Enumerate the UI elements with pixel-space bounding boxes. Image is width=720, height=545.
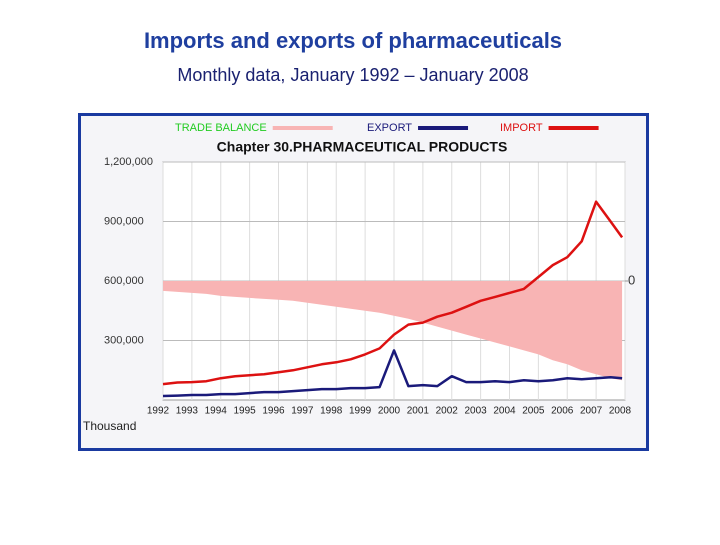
y2-tick-label: 0 bbox=[628, 272, 635, 287]
x-tick-label: 1999 bbox=[349, 406, 372, 417]
x-tick-label: 2008 bbox=[609, 406, 632, 417]
x-tick-label: 2003 bbox=[465, 406, 488, 417]
slide-subtitle: Monthly data, January 1992 – January 200… bbox=[177, 65, 528, 85]
legend-label: IMPORT bbox=[500, 122, 543, 134]
area-series bbox=[163, 281, 623, 381]
slide-title: Imports and exports of pharmaceuticals bbox=[144, 28, 562, 53]
x-tick-label: 2004 bbox=[493, 406, 516, 417]
line-series bbox=[162, 200, 624, 386]
x-tick-label: 2000 bbox=[378, 406, 401, 417]
x-tick-label: 2001 bbox=[407, 406, 430, 417]
y-tick-label: 900,000 bbox=[104, 215, 144, 227]
x-tick-label: 2007 bbox=[580, 406, 603, 417]
x-tick-label: 1994 bbox=[205, 406, 228, 417]
y-tick-label: 600,000 bbox=[104, 275, 144, 287]
x-tick-label: 1993 bbox=[176, 406, 199, 417]
legend-label: TRADE BALANCE bbox=[175, 122, 267, 134]
y-tick-label: 1,200,000 bbox=[104, 156, 153, 168]
x-tick-label: 1995 bbox=[234, 406, 257, 417]
x-tick-label: 2005 bbox=[522, 406, 545, 417]
x-tick-label: 2006 bbox=[551, 406, 574, 417]
x-tick-label: 1997 bbox=[291, 406, 314, 417]
chart-title: Chapter 30.PHARMACEUTICAL PRODUCTS bbox=[217, 139, 508, 155]
x-tick-label: 2002 bbox=[436, 406, 459, 417]
x-tick-label: 1992 bbox=[147, 406, 170, 417]
legend-label: EXPORT bbox=[367, 122, 412, 134]
y-tick-label: 300,000 bbox=[104, 334, 144, 346]
x-tick-label: 1996 bbox=[262, 406, 285, 417]
x-tick-label: 1998 bbox=[320, 406, 343, 417]
line-series bbox=[162, 349, 623, 398]
y-axis-unit: Thousand bbox=[83, 419, 136, 433]
